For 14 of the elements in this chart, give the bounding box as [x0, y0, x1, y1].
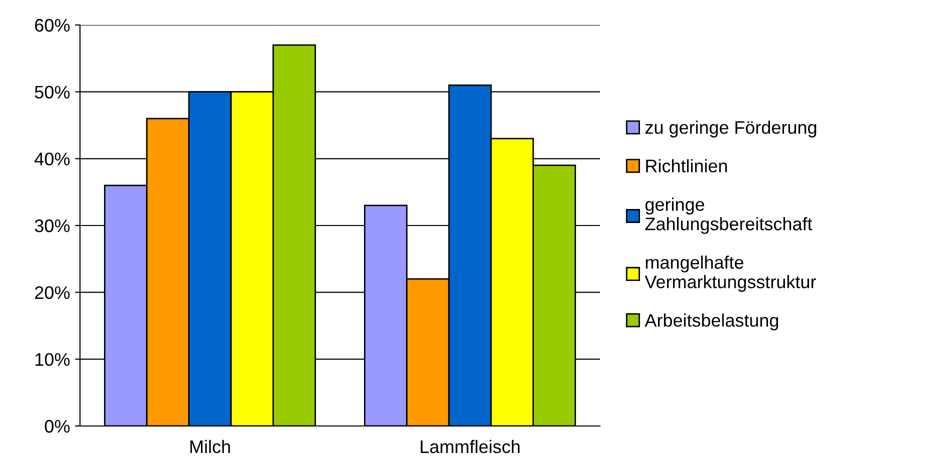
- y-tick-label: 40%: [34, 152, 70, 166]
- legend-label: Richtlinien: [646, 159, 727, 172]
- legend-label: Arbeitsbelastung: [644, 314, 778, 330]
- legend-label: geringe Zahlungsbereitschaft: [645, 198, 812, 234]
- x-tick-label: Milch: [190, 440, 230, 454]
- legend-label: mangelhafte Vermarktungsstruktur: [644, 256, 816, 292]
- y-tick-label: 20%: [35, 286, 70, 300]
- y-tick-label: 30%: [34, 219, 70, 232]
- y-tick-label: 10%: [36, 353, 70, 366]
- y-tick-label: 50%: [34, 86, 70, 99]
- x-tick-label: Lammfleisch: [420, 440, 520, 454]
- y-tick-label: 0%: [44, 420, 70, 433]
- y-tick-label: 60%: [35, 18, 70, 32]
- legend-label: zu geringe Förderung: [645, 120, 816, 138]
